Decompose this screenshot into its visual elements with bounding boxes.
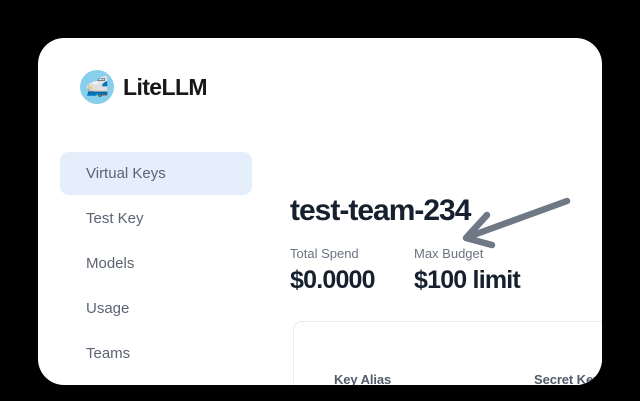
sidebar-item-virtual-keys[interactable]: Virtual Keys <box>60 152 252 195</box>
sidebar-item-label: Models <box>86 255 135 272</box>
sidebar: Virtual Keys Test Key Models Usage Teams <box>60 152 252 377</box>
stat-label: Total Spend <box>290 246 359 261</box>
sidebar-item-label: Test Key <box>86 210 144 227</box>
stat-total-spend: Total Spend $0.0000 <box>290 246 414 296</box>
stat-value: $100 limit <box>414 265 521 294</box>
stats-row: Total Spend $0.0000 Max Budget $100 limi… <box>290 246 602 296</box>
sidebar-item-teams[interactable]: Teams <box>60 332 252 375</box>
stat-value: $0.0000 <box>290 265 376 294</box>
page-title: test-team-234 <box>290 194 471 227</box>
sidebar-item-label: Teams <box>86 345 131 362</box>
keys-table-card: Key Alias Secret Key <box>293 321 602 385</box>
stat-max-budget: Max Budget $100 limit <box>414 246 538 296</box>
sidebar-item-label: Usage <box>86 300 130 317</box>
brand-name: LiteLLM <box>123 73 208 100</box>
column-header-key-alias: Key Alias <box>334 372 392 385</box>
sidebar-item-test-key[interactable]: Test Key <box>60 197 252 240</box>
sidebar-item-usage[interactable]: Usage <box>60 287 252 330</box>
brand-logo-area[interactable]: 🚅 LiteLLM <box>80 70 208 104</box>
bullet-train-icon: 🚅 <box>80 70 114 104</box>
stat-label: Max Budget <box>414 246 484 261</box>
app-panel: 🚅 LiteLLM Virtual Keys Test Key Models U… <box>38 38 602 385</box>
column-header-secret-key: Secret Key <box>534 372 601 385</box>
sidebar-item-label: Virtual Keys <box>86 165 166 182</box>
main-content: test-team-234 Total Spend $0.0000 Max Bu… <box>252 152 602 385</box>
table-header-row: Key Alias Secret Key <box>294 372 602 385</box>
sidebar-item-models[interactable]: Models <box>60 242 252 285</box>
